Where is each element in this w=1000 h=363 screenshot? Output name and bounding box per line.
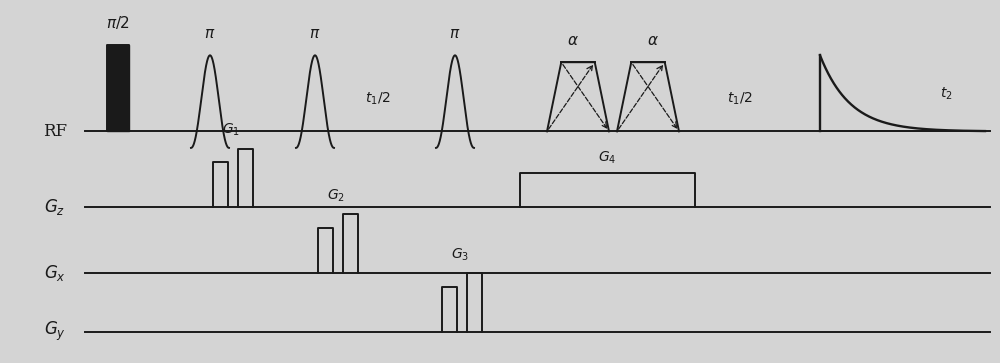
Text: $\pi/2$: $\pi/2$	[106, 14, 130, 31]
Text: $\pi$: $\pi$	[449, 28, 461, 41]
Text: $G_y$: $G_y$	[44, 320, 66, 343]
Text: $G_z$: $G_z$	[44, 197, 66, 217]
Text: $\alpha$: $\alpha$	[647, 34, 659, 48]
Text: $G_2$: $G_2$	[327, 188, 345, 204]
Text: $\alpha$: $\alpha$	[567, 34, 579, 48]
Text: $t_1/2$: $t_1/2$	[365, 91, 391, 107]
Text: $G_3$: $G_3$	[451, 246, 469, 263]
Text: $\pi$: $\pi$	[309, 28, 321, 41]
Text: $G_x$: $G_x$	[44, 263, 66, 283]
Text: RF: RF	[43, 123, 67, 140]
Text: $G_1$: $G_1$	[222, 122, 240, 138]
Text: $G_4$: $G_4$	[598, 150, 617, 166]
Text: $t_1/2$: $t_1/2$	[727, 91, 753, 107]
Text: $t_2$: $t_2$	[940, 85, 953, 102]
Text: $\pi$: $\pi$	[204, 28, 216, 41]
